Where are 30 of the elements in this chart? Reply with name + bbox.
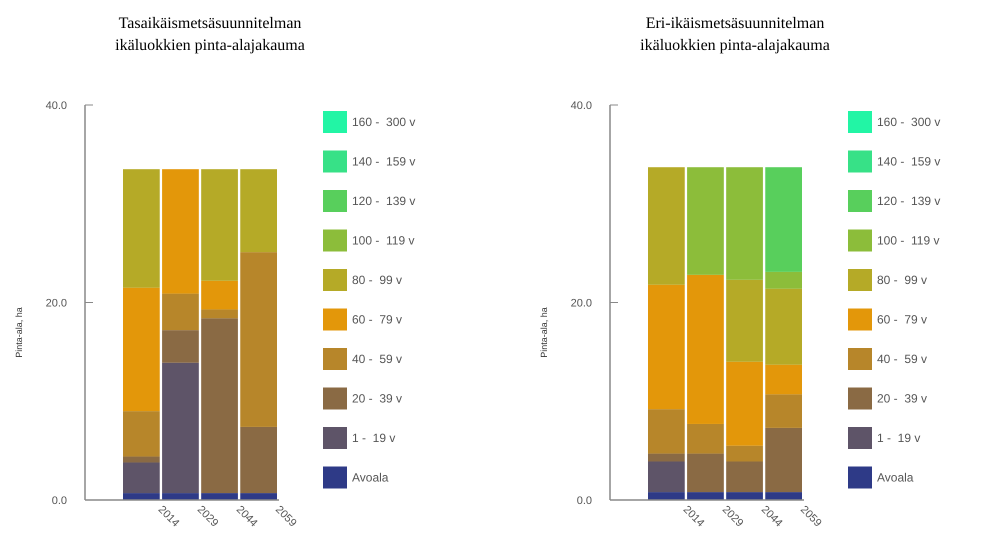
legend-label: 40 - 59 v [352,352,402,366]
legend-label: 160 - 300 v [352,115,416,130]
legend-label: 20 - 39 v [352,392,402,406]
legend-label: 100 - 119 v [877,234,940,248]
legend-label: 1 - 19 v [352,431,396,446]
legend-label: 20 - 39 v [877,392,928,406]
legend-label: 140 - 159 v [877,154,940,169]
y-axis-title: Pinta-ala, ha [539,307,549,358]
legend-label: 80 - 99 v [877,273,928,288]
legend-label: Avoala [877,470,914,485]
legend-label: 1 - 19 v [877,431,920,446]
y-tick-label: 20.0 [570,297,592,310]
legend-label: Avoala [352,470,389,485]
y-axis-title: Pinta-ala, ha [14,307,24,358]
y-tick-label: 40.0 [570,100,592,112]
legend-label: 60 - 79 v [877,312,928,327]
legend-label: 60 - 79 v [352,312,402,327]
legend-label: 140 - 159 v [352,154,416,169]
y-tick-label: 0.0 [576,494,592,507]
legend-label: 100 - 119 v [352,234,414,248]
legend-label: 40 - 59 v [877,352,928,366]
legend-label: 120 - 139 v [877,194,940,208]
y-tick-label: 40.0 [46,100,67,112]
chart-title: Tasaikäismetsäsuunnitelman ikäluokkien pinta-alajakauma [115,15,305,54]
legend-label: 160 - 300 v [877,115,940,130]
chart-title: Eri-ikäismetsäsuunnitelman ikäluokkien pinta-alajakauma [640,15,830,54]
legend-label: 80 - 99 v [352,273,402,288]
y-tick-label: 20.0 [46,297,67,310]
legend-label: 120 - 139 v [352,194,416,208]
y-tick-label: 0.0 [52,494,67,507]
